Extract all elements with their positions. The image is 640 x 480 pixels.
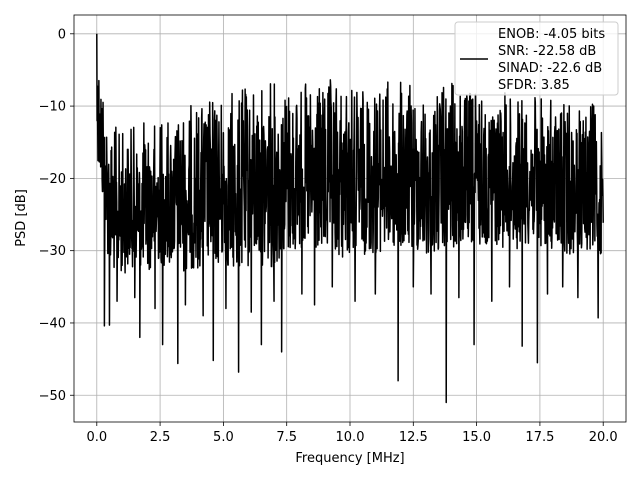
- x-tick-label: 15.0: [462, 430, 491, 445]
- plot-area: [96, 33, 604, 404]
- x-axis-ticks: 0.0 2.5 5.0 7.5 10.0 12.5 15.0 17.5 20.0: [86, 422, 618, 445]
- legend-sfdr: SFDR: 3.85: [498, 78, 570, 93]
- x-tick-label: 5.0: [213, 430, 234, 445]
- legend: ENOB: -4.05 bits SNR: -22.58 dB SINAD: -…: [454, 21, 619, 96]
- y-axis-ticks: 0 −10 −20 −30 −40 −50: [39, 27, 74, 404]
- legend-enob: ENOB: -4.05 bits: [498, 27, 605, 42]
- x-tick-label: 12.5: [399, 430, 428, 445]
- y-axis-label: PSD [dB]: [14, 189, 29, 247]
- x-tick-label: 0.0: [86, 430, 107, 445]
- y-tick-label: 0: [58, 27, 66, 42]
- x-tick-label: 2.5: [150, 430, 171, 445]
- x-tick-label: 17.5: [525, 430, 554, 445]
- y-tick-label: −20: [39, 172, 66, 187]
- legend-frame: [454, 21, 619, 96]
- x-tick-label: 7.5: [276, 430, 297, 445]
- x-tick-label: 10.0: [336, 430, 365, 445]
- y-tick-label: −50: [39, 389, 66, 404]
- y-tick-label: −30: [39, 244, 66, 259]
- legend-sinad: SINAD: -22.6 dB: [498, 61, 602, 76]
- psd-trace-line: [96, 33, 604, 404]
- x-axis-label: Frequency [MHz]: [295, 451, 404, 466]
- y-tick-label: −10: [39, 100, 66, 115]
- x-tick-label: 20.0: [589, 430, 618, 445]
- y-tick-label: −40: [39, 316, 66, 331]
- legend-snr: SNR: -22.58 dB: [498, 44, 596, 59]
